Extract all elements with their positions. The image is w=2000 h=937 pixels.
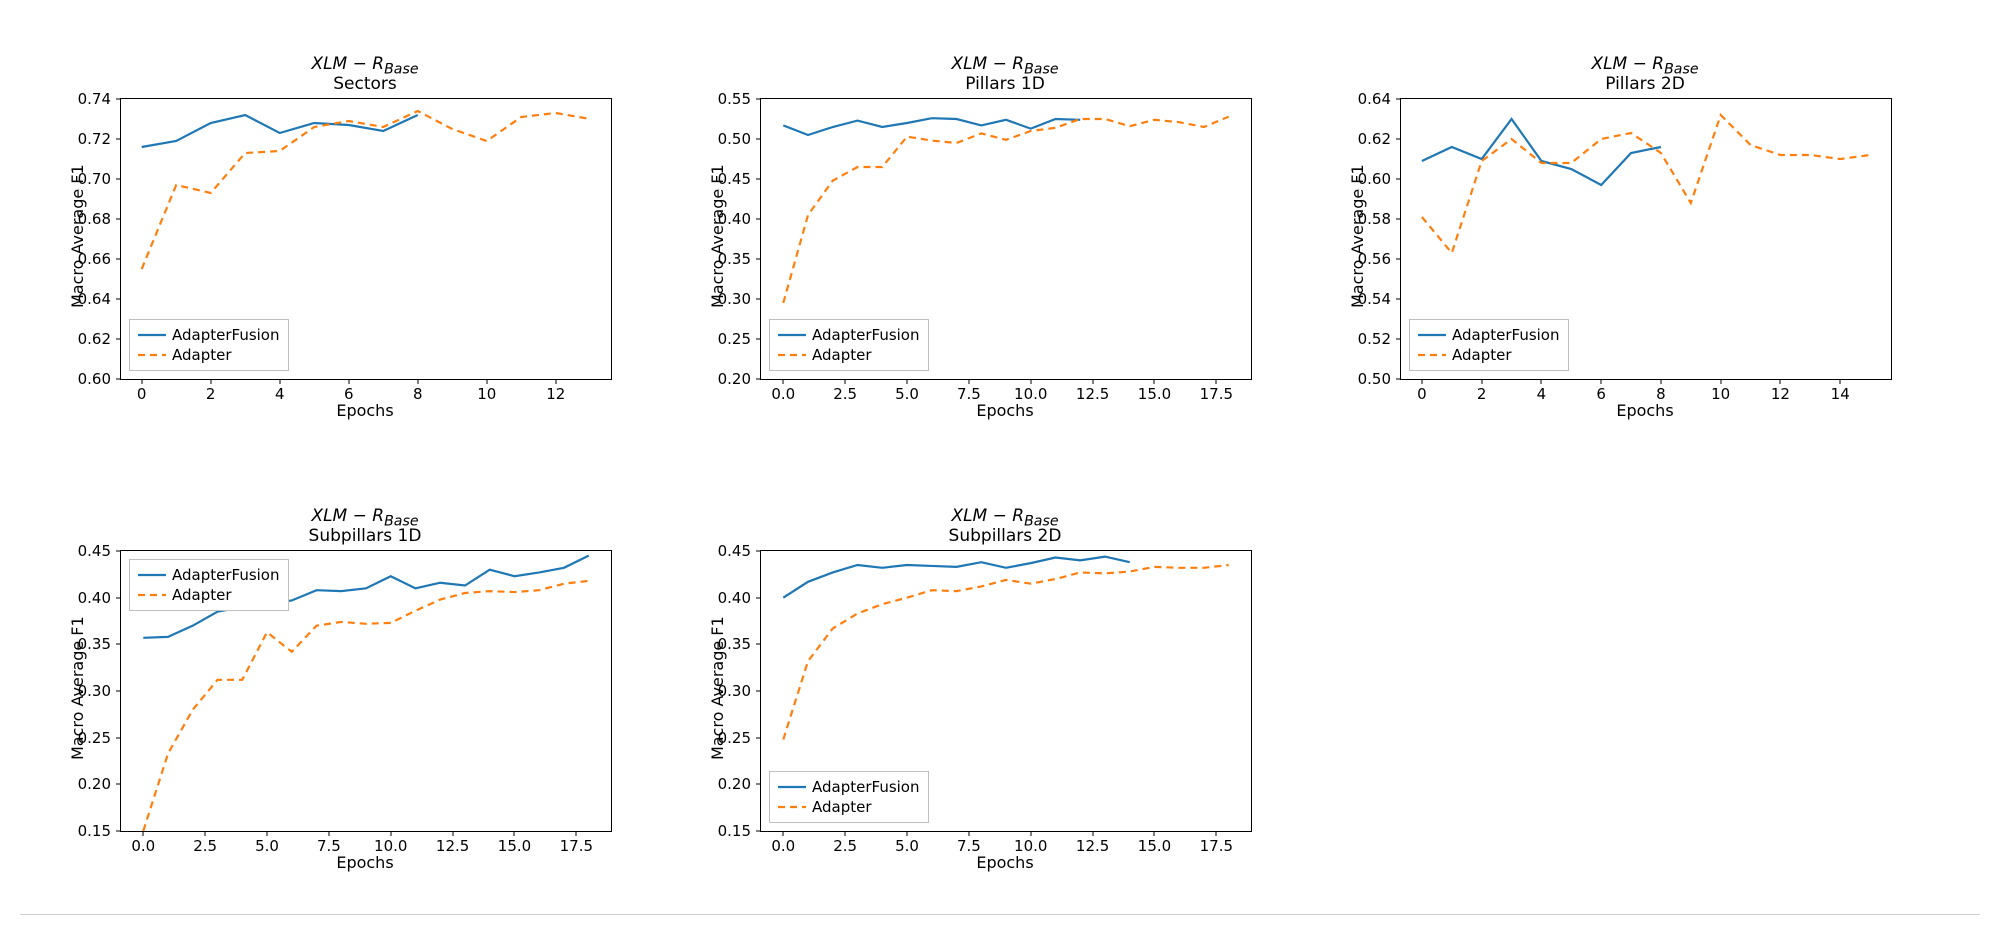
legend-item: AdapterFusion (138, 325, 280, 345)
xlabel: Epochs (120, 853, 610, 872)
legend-label: AdapterFusion (1452, 326, 1560, 344)
series-fusion (783, 557, 1129, 598)
legend-swatch (1418, 334, 1446, 336)
ytick-label: 0.20 (78, 775, 121, 793)
series-adapter (1422, 115, 1870, 253)
xlabel: Epochs (760, 401, 1250, 420)
panel-title: Subpillars 2D (760, 526, 1250, 546)
ytick-label: 0.62 (78, 330, 121, 348)
legend-swatch (778, 786, 806, 788)
legend-label: Adapter (812, 798, 872, 816)
panel-pillars1d: XLM − RBasePillars 1D0.200.250.300.350.4… (760, 98, 1250, 378)
ylabel: Macro Average F1 (1348, 164, 1367, 308)
plot-area: 0.600.620.640.660.680.700.720.7402468101… (120, 98, 612, 380)
legend-item: Adapter (138, 345, 280, 365)
panel-subpillars1d: XLM − RBaseSubpillars 1D0.150.200.250.30… (120, 550, 610, 830)
plot-area: 0.150.200.250.300.350.400.450.02.55.07.5… (120, 550, 612, 832)
legend-label: Adapter (812, 346, 872, 364)
legend: AdapterFusion Adapter (129, 559, 289, 611)
plot-area: 0.200.250.300.350.400.450.500.550.02.55.… (760, 98, 1252, 380)
ylabel: Macro Average F1 (708, 164, 727, 308)
legend-swatch (138, 334, 166, 336)
legend-item: AdapterFusion (778, 777, 920, 797)
legend-swatch (1418, 354, 1446, 356)
series-fusion (142, 115, 418, 147)
ylabel: Macro Average F1 (68, 616, 87, 760)
legend-label: Adapter (1452, 346, 1512, 364)
legend: AdapterFusion Adapter (1409, 319, 1569, 371)
series-adapter (143, 581, 588, 831)
panel-subpillars2d: XLM − RBaseSubpillars 2D0.150.200.250.30… (760, 550, 1250, 830)
panel-sectors: XLM − RBaseSectors0.600.620.640.660.680.… (120, 98, 610, 378)
legend-swatch (138, 354, 166, 356)
panel-pillars2d: XLM − RBasePillars 2D0.500.520.540.560.5… (1400, 98, 1890, 378)
xlabel: Epochs (120, 401, 610, 420)
legend-item: AdapterFusion (138, 565, 280, 585)
ytick-label: 0.62 (1358, 130, 1401, 148)
ytick-label: 0.20 (718, 775, 761, 793)
legend-swatch (778, 354, 806, 356)
legend-label: Adapter (172, 346, 232, 364)
xlabel: Epochs (760, 853, 1250, 872)
figure: XLM − RBaseSectors0.600.620.640.660.680.… (20, 20, 1980, 917)
ytick-label: 0.25 (718, 330, 761, 348)
legend-swatch (138, 594, 166, 596)
series-adapter (783, 565, 1228, 740)
legend-item: AdapterFusion (1418, 325, 1560, 345)
panel-title: Subpillars 1D (120, 526, 610, 546)
legend-swatch (138, 574, 166, 576)
legend-label: AdapterFusion (812, 778, 920, 796)
ytick-label: 0.20 (718, 370, 761, 388)
ylabel: Macro Average F1 (708, 616, 727, 760)
legend: AdapterFusion Adapter (769, 319, 929, 371)
series-adapter (142, 111, 591, 269)
legend-item: Adapter (778, 345, 920, 365)
legend-item: Adapter (778, 797, 920, 817)
legend-label: AdapterFusion (172, 326, 280, 344)
series-fusion (783, 118, 1080, 135)
series-fusion (1422, 119, 1661, 185)
plot-area: 0.150.200.250.300.350.400.450.02.55.07.5… (760, 550, 1252, 832)
plot-area: 0.500.520.540.560.580.600.620.6402468101… (1400, 98, 1892, 380)
ytick-label: 0.40 (78, 589, 121, 607)
ytick-label: 0.15 (718, 822, 761, 840)
ytick-label: 0.55 (718, 90, 761, 108)
legend-label: AdapterFusion (172, 566, 280, 584)
legend: AdapterFusion Adapter (769, 771, 929, 823)
legend-label: Adapter (172, 586, 232, 604)
panel-title: Pillars 2D (1400, 74, 1890, 94)
ytick-label: 0.64 (1358, 90, 1401, 108)
ylabel: Macro Average F1 (68, 164, 87, 308)
ytick-label: 0.74 (78, 90, 121, 108)
ytick-label: 0.52 (1358, 330, 1401, 348)
series-adapter (783, 117, 1228, 303)
legend-item: Adapter (1418, 345, 1560, 365)
xlabel: Epochs (1400, 401, 1890, 420)
ytick-label: 0.60 (78, 370, 121, 388)
legend-swatch (778, 334, 806, 336)
footer-divider (20, 914, 1980, 915)
legend-swatch (778, 806, 806, 808)
ytick-label: 0.50 (718, 130, 761, 148)
ytick-label: 0.15 (78, 822, 121, 840)
ytick-label: 0.45 (78, 542, 121, 560)
ytick-label: 0.40 (718, 589, 761, 607)
panel-title: Pillars 1D (760, 74, 1250, 94)
legend-item: Adapter (138, 585, 280, 605)
legend-item: AdapterFusion (778, 325, 920, 345)
panel-title: Sectors (120, 74, 610, 94)
ytick-label: 0.45 (718, 542, 761, 560)
ytick-label: 0.72 (78, 130, 121, 148)
legend-label: AdapterFusion (812, 326, 920, 344)
legend: AdapterFusion Adapter (129, 319, 289, 371)
ytick-label: 0.50 (1358, 370, 1401, 388)
